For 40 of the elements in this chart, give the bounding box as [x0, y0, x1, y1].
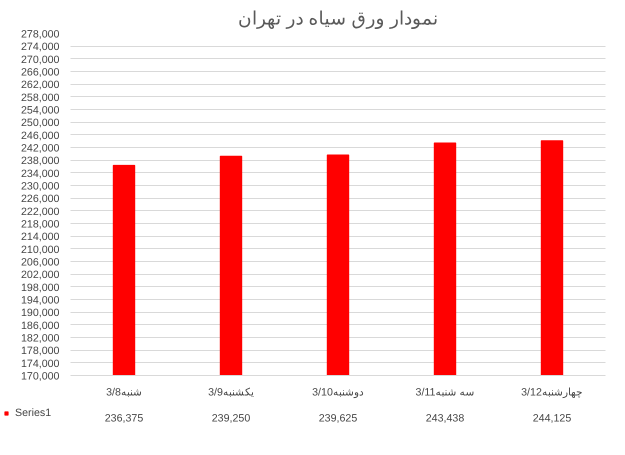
chart-title: نمودار ورق سیاه در تهران	[238, 8, 438, 30]
y-tick-label: 222,000	[20, 206, 60, 218]
y-tick-label: 206,000	[20, 256, 60, 268]
y-tick-label: 174,000	[20, 358, 60, 370]
data-label: 239,250	[212, 412, 250, 424]
y-tick-label: 234,000	[20, 168, 60, 180]
y-tick-label: 278,000	[20, 28, 60, 40]
legend-label: Series1	[15, 407, 52, 419]
data-label: 243,438	[426, 412, 464, 424]
x-tick-label: 3/10دوشنبه	[312, 386, 364, 398]
y-tick-label: 194,000	[20, 294, 60, 306]
y-tick-label: 274,000	[20, 41, 60, 54]
data-label: 244,125	[532, 412, 572, 424]
y-tick-label: 170,000	[20, 370, 60, 382]
y-tick-label: 266,000	[20, 66, 60, 78]
y-tick-label: 178,000	[20, 345, 60, 358]
x-tick-label: 3/9یکشنبه	[208, 386, 254, 398]
y-tick-label: 202,000	[20, 269, 60, 282]
y-tick-label: 214,000	[20, 231, 60, 244]
y-tick-label: 254,000	[20, 104, 60, 116]
y-tick-label: 190,000	[20, 307, 60, 320]
y-tick-label: 250,000	[20, 117, 60, 130]
data-label: 239,625	[318, 412, 358, 424]
y-tick-label: 210,000	[20, 244, 60, 256]
y-tick-label: 218,000	[20, 218, 60, 230]
y-tick-label: 230,000	[20, 180, 60, 192]
y-tick-label: 186,000	[20, 320, 60, 332]
y-tick-label: 246,000	[20, 130, 60, 142]
y-tick-label: 262,000	[20, 79, 60, 92]
x-tick-label: 3/11سه شنبه	[416, 386, 474, 398]
y-tick-label: 182,000	[20, 332, 60, 344]
y-tick-label: 270,000	[20, 54, 60, 66]
x-tick-label: 3/12چهارشنبه	[521, 386, 583, 398]
x-tick-label: 3/8شنبه	[106, 386, 142, 398]
data-label: 236,375	[104, 412, 144, 424]
y-tick-label: 238,000	[20, 155, 60, 168]
y-tick-label: 198,000	[20, 282, 60, 294]
y-tick-label: 258,000	[20, 92, 60, 104]
y-tick-label: 226,000	[20, 193, 60, 206]
y-tick-label: 242,000	[20, 142, 60, 154]
